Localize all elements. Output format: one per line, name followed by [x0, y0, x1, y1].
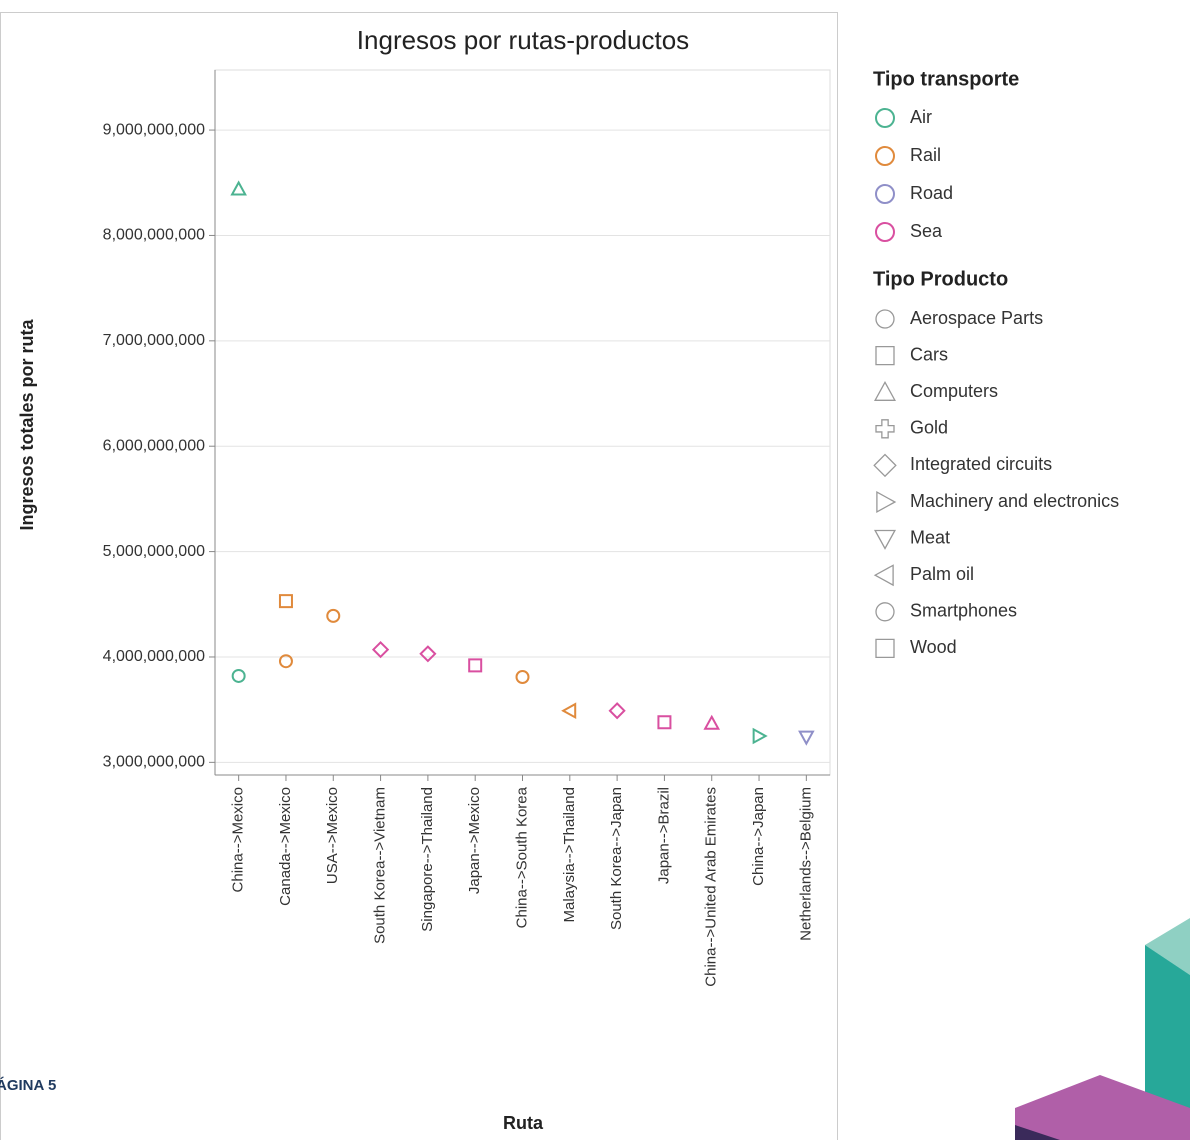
y-tick-label: 9,000,000,000	[103, 121, 205, 138]
y-tick-label: 8,000,000,000	[103, 227, 205, 244]
legend-marker	[875, 184, 895, 204]
x-tick-label: Malaysia-->Thailand	[561, 787, 578, 922]
legend-marker	[875, 638, 895, 659]
x-tick-label: Singapore-->Thailand	[419, 787, 436, 932]
x-tick-label: South Korea-->Japan	[608, 787, 625, 930]
point	[561, 702, 577, 720]
legend-marker	[875, 222, 895, 242]
point	[515, 669, 530, 684]
legend-marker	[873, 453, 897, 478]
x-tick-label: Netherlands-->Belgium	[797, 787, 814, 941]
legend-marker	[876, 491, 897, 513]
point	[468, 658, 483, 673]
legend-label: Smartphones	[910, 601, 1017, 621]
y-tick-label: 4,000,000,000	[103, 648, 205, 665]
decoration	[1015, 1125, 1060, 1140]
x-axis-title: Ruta	[503, 1113, 544, 1133]
legend-label: Wood	[910, 637, 957, 657]
legend-title: Tipo Producto	[873, 268, 1008, 290]
x-tick-label: South Korea-->Vietnam	[372, 787, 389, 944]
legend-marker	[875, 345, 895, 366]
x-tick-label: USA-->Mexico	[324, 787, 341, 884]
plot-area	[214, 69, 831, 776]
legend-marker	[875, 146, 895, 166]
legend-label: Meat	[910, 527, 950, 547]
decoration	[1015, 1075, 1190, 1140]
legend-marker	[875, 602, 895, 622]
decoration	[1145, 945, 1190, 1140]
legend-marker	[874, 529, 896, 550]
page-label: PÁGINA 5	[0, 1077, 56, 1094]
legend-label: Computers	[910, 381, 998, 401]
chart-frame	[0, 12, 838, 1140]
legend-label: Gold	[910, 418, 948, 438]
legend-label: Palm oil	[910, 564, 974, 584]
point	[419, 645, 437, 663]
x-tick-label: Japan-->Brazil	[655, 787, 672, 884]
legend-marker	[875, 108, 895, 128]
legend-label: Cars	[910, 344, 948, 364]
point	[752, 727, 768, 745]
point	[278, 594, 293, 609]
legend-marker	[875, 309, 895, 329]
legend-label: Sea	[910, 221, 943, 241]
legend-marker	[875, 419, 895, 439]
point	[230, 180, 247, 196]
chart-title: Ingresos por rutas-productos	[357, 25, 689, 55]
x-tick-label: China-->Mexico	[230, 787, 247, 892]
point	[703, 714, 721, 730]
legend-label: Rail	[910, 145, 941, 165]
point	[326, 608, 341, 623]
y-tick-label: 7,000,000,000	[103, 332, 205, 349]
point	[278, 654, 293, 669]
x-tick-label: China-->United Arab Emirates	[703, 787, 720, 987]
point	[231, 668, 246, 683]
decoration	[1145, 918, 1190, 975]
point	[798, 730, 815, 746]
legend-title: Tipo transporte	[873, 68, 1019, 90]
legend-marker	[874, 380, 896, 401]
point	[608, 702, 626, 720]
point	[657, 715, 672, 730]
x-tick-label: Canada-->Mexico	[277, 787, 294, 906]
x-tick-label: Japan-->Mexico	[466, 787, 483, 894]
x-tick-label: China-->South Korea	[513, 786, 530, 928]
y-tick-label: 6,000,000,000	[103, 437, 205, 454]
y-tick-label: 5,000,000,000	[103, 543, 205, 560]
legend-marker	[873, 564, 894, 587]
y-tick-label: 3,000,000,000	[103, 754, 205, 771]
y-axis-title: Ingresos totales por ruta	[17, 318, 37, 530]
legend-label: Integrated circuits	[910, 454, 1052, 474]
legend-label: Aerospace Parts	[910, 308, 1043, 328]
legend-label: Air	[910, 107, 932, 127]
legend-label: Machinery and electronics	[910, 491, 1119, 511]
point	[371, 640, 390, 659]
legend-label: Road	[910, 183, 953, 203]
x-tick-label: China-->Japan	[750, 787, 767, 886]
